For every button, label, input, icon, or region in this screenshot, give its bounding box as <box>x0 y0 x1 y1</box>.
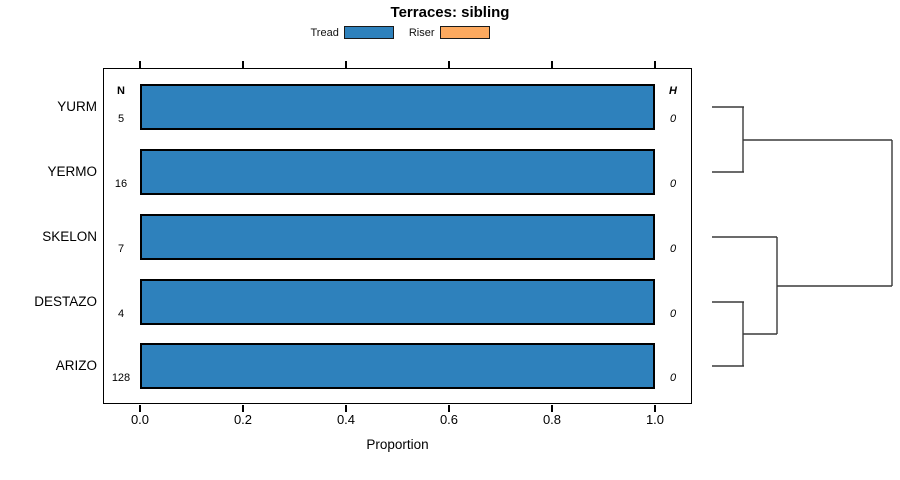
n-value: 5 <box>117 113 125 125</box>
category-label-yurm: YURM <box>57 99 97 114</box>
category-label-destazo: DESTAZO <box>34 294 97 309</box>
tick-top <box>139 61 141 68</box>
category-label-skelon: SKELON <box>42 229 97 244</box>
legend-label-tread: Tread <box>310 26 339 39</box>
bar-skelon <box>140 214 655 260</box>
tick-bottom <box>448 405 450 412</box>
h-column-header: H <box>669 85 677 97</box>
tick-top <box>242 61 244 68</box>
tick-bottom <box>551 405 553 412</box>
x-tick-label: 0.0 <box>130 412 150 427</box>
h-value: 0 <box>669 178 677 190</box>
n-value: 7 <box>117 243 125 255</box>
legend: Tread Riser <box>0 26 800 39</box>
tick-bottom <box>139 405 141 412</box>
legend-swatch-tread <box>343 26 394 39</box>
legend-item-tread: Tread <box>311 26 394 39</box>
legend-swatch-riser <box>439 26 490 39</box>
tick-top <box>551 61 553 68</box>
x-axis-title: Proportion <box>366 437 429 452</box>
legend-label-riser: Riser <box>408 26 435 39</box>
tick-top <box>654 61 656 68</box>
n-column-header: N <box>117 85 125 97</box>
bar-arizo <box>140 343 655 389</box>
bar-destazo <box>140 279 655 325</box>
n-value: 128 <box>111 372 131 384</box>
tick-bottom <box>345 405 347 412</box>
category-label-yermo: YERMO <box>47 164 97 179</box>
tick-top <box>345 61 347 68</box>
x-tick-label: 0.2 <box>233 412 253 427</box>
x-tick-label: 1.0 <box>645 412 665 427</box>
x-tick-label: 0.4 <box>336 412 356 427</box>
n-value: 16 <box>114 178 128 190</box>
bar-yermo <box>140 149 655 195</box>
h-value: 0 <box>669 243 677 255</box>
chart-title: Terraces: sibling <box>390 4 510 21</box>
tick-bottom <box>242 405 244 412</box>
tick-top <box>448 61 450 68</box>
x-tick-label: 0.6 <box>439 412 459 427</box>
bar-yurm <box>140 84 655 130</box>
legend-item-riser: Riser <box>409 26 490 39</box>
category-label-arizo: ARIZO <box>55 358 97 373</box>
tick-bottom <box>654 405 656 412</box>
h-value: 0 <box>669 113 677 125</box>
h-value: 0 <box>669 372 677 384</box>
n-value: 4 <box>117 308 125 320</box>
h-value: 0 <box>669 308 677 320</box>
x-tick-label: 0.8 <box>542 412 562 427</box>
